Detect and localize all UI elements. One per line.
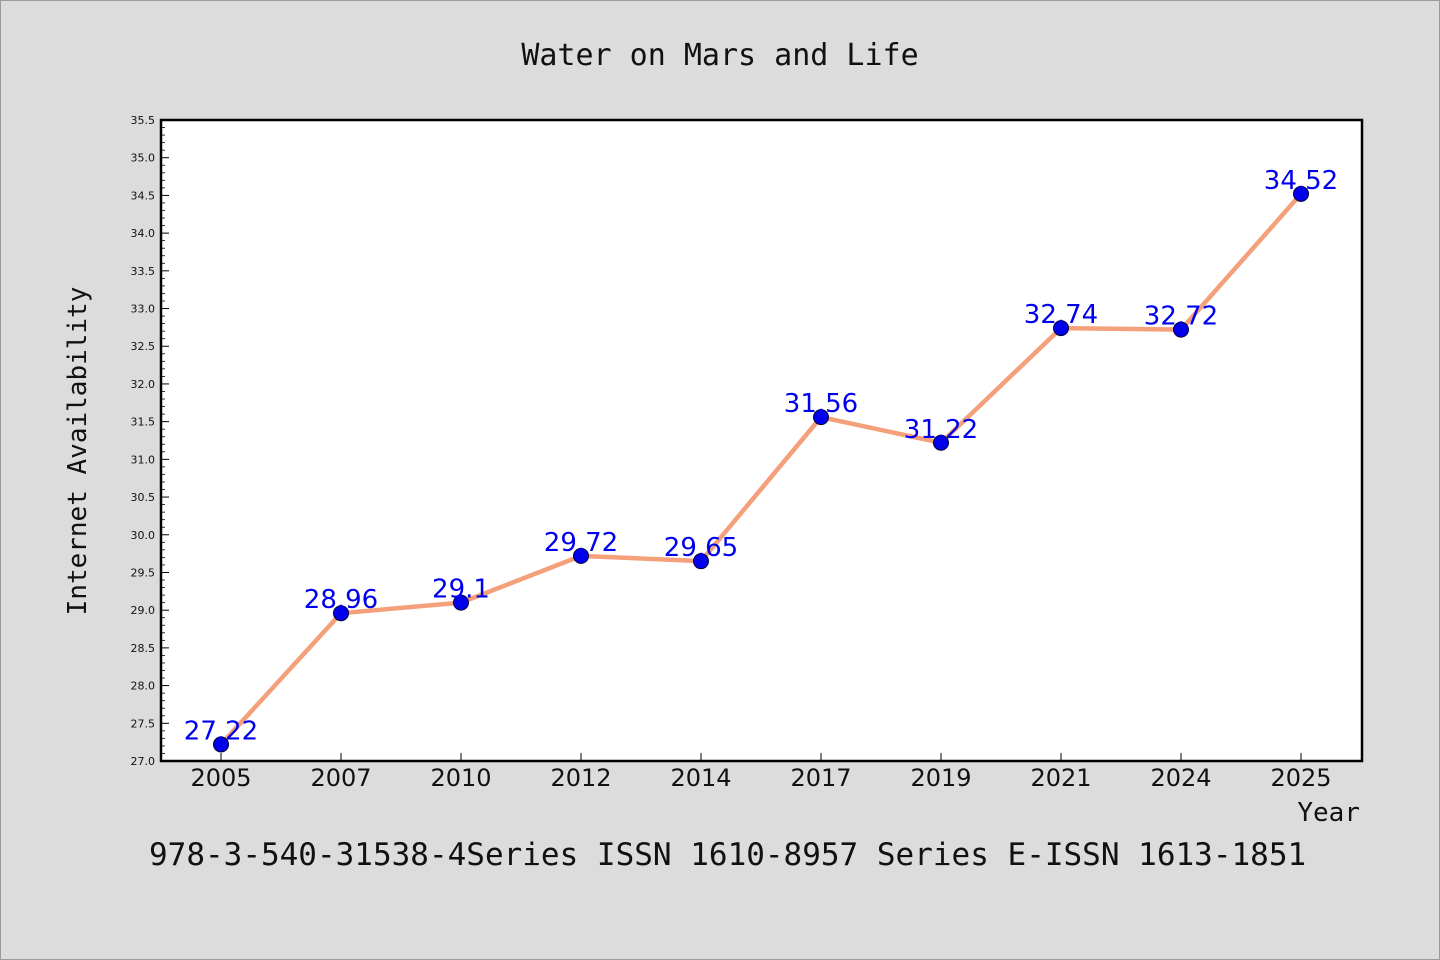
y-tick-label: 30.5 — [131, 491, 156, 504]
data-label: 32.72 — [1144, 302, 1218, 332]
y-tick-label: 31.5 — [131, 416, 156, 429]
y-tick-label: 32.5 — [131, 340, 156, 353]
y-tick-label: 28.0 — [131, 680, 156, 693]
y-tick-label: 31.0 — [131, 453, 156, 466]
x-tick-label: 2025 — [1270, 764, 1331, 792]
y-tick-label: 34.5 — [131, 189, 156, 202]
data-point — [1173, 321, 1189, 338]
data-label: 31.56 — [784, 389, 858, 419]
x-tick-label: 2010 — [430, 764, 491, 792]
data-label: 28.96 — [304, 585, 378, 615]
series-line — [219, 192, 1303, 746]
data-label: 34.52 — [1264, 166, 1338, 196]
x-axis: 2005 2007 2010 2012 2014 2017 2019 2021 2024 2025 — [190, 753, 1332, 792]
data-point — [813, 409, 829, 426]
data-label: 27.22 — [184, 716, 258, 746]
data-label: 32.74 — [1024, 300, 1098, 330]
y-tick-label: 28.5 — [131, 642, 156, 655]
plot-area — [159, 118, 1364, 763]
y-tick-label: 29.5 — [131, 566, 156, 579]
y-tick-label: 35.0 — [131, 152, 156, 165]
data-point — [333, 605, 349, 622]
y-axis-label: Internet Availability — [63, 287, 93, 616]
x-tick-label: 2017 — [790, 764, 851, 792]
data-point — [453, 594, 469, 611]
x-tick-label: 2019 — [910, 764, 971, 792]
series: 27.22 28.96 29.1 29.72 29.65 31.56 31.22 32.74 3… — [184, 166, 1338, 753]
data-point — [573, 547, 589, 564]
data-point — [1293, 185, 1309, 202]
x-tick-label: 2005 — [190, 764, 251, 792]
footer-isbn-issn: 978-3-540-31538-4Series ISSN 1610-8957 S… — [149, 837, 1306, 873]
y-tick-label: 27.0 — [131, 755, 156, 768]
chart-title: Water on Mars and Life — [521, 38, 918, 73]
x-tick-label: 2007 — [310, 764, 371, 792]
y-tick-label: 29.0 — [131, 604, 156, 617]
y-tick-label: 30.0 — [131, 529, 156, 542]
x-tick-label: 2012 — [550, 764, 611, 792]
y-tick-label: 33.5 — [131, 265, 156, 278]
data-point — [933, 434, 949, 451]
data-point — [1053, 320, 1069, 337]
data-label: 29.65 — [664, 533, 738, 563]
x-tick-label: 2014 — [670, 764, 731, 792]
data-point — [693, 553, 709, 570]
y-tick-label: 27.5 — [131, 717, 156, 730]
y-tick-label: 34.0 — [131, 227, 156, 240]
x-axis-label: Year — [1297, 798, 1360, 828]
y-tick-label: 32.0 — [131, 378, 156, 391]
data-label: 31.22 — [904, 415, 978, 445]
data-label: 29.1 — [432, 575, 490, 605]
y-tick-label: 33.0 — [131, 303, 156, 316]
y-axis: 27.0 27.5 28.0 28.5 29.0 29.5 30.0 30.5 31.0 31.5… — [131, 114, 169, 768]
x-tick-label: 2021 — [1030, 764, 1091, 792]
data-point — [213, 736, 229, 753]
y-tick-label: 35.5 — [131, 114, 156, 127]
data-label: 29.72 — [544, 528, 618, 558]
x-tick-label: 2024 — [1150, 764, 1211, 792]
